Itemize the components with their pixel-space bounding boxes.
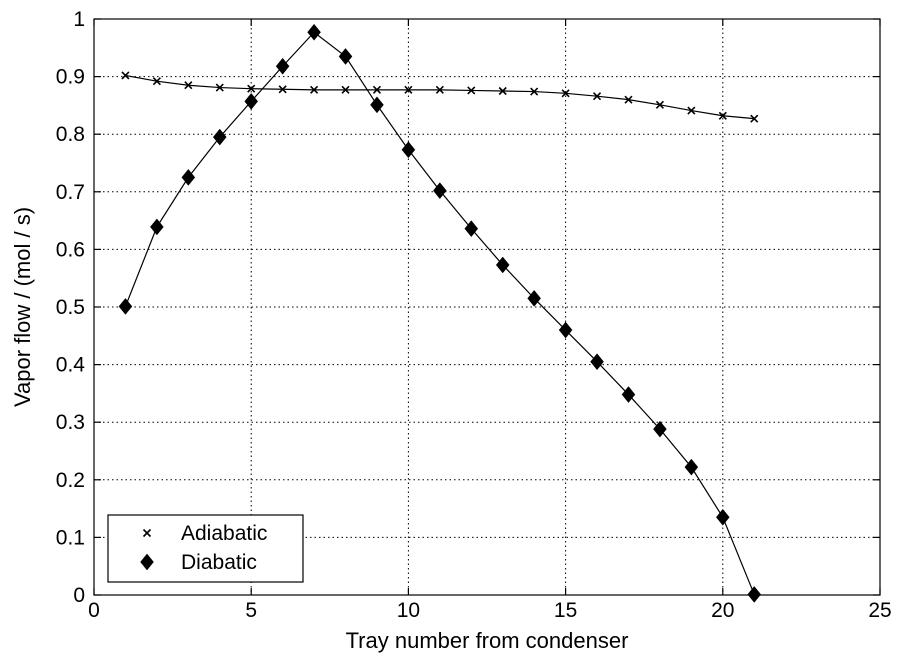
y-tick-label: 0.9 (56, 66, 85, 89)
y-tick-label: 0.1 (56, 526, 85, 549)
x-tick-label: 5 (245, 599, 257, 622)
data-point-diabatic (558, 321, 573, 339)
data-point-adiabatic (278, 85, 287, 94)
x-tick-label: 20 (711, 599, 734, 622)
data-point-diabatic (118, 298, 133, 315)
data-point-diabatic (715, 508, 730, 526)
data-point-diabatic (590, 353, 604, 371)
data-point-diabatic (150, 218, 164, 236)
y-axis-title: Vapor flow / (mol / s) (10, 207, 35, 407)
data-point-adiabatic (121, 71, 130, 80)
data-point-adiabatic (215, 83, 224, 92)
data-point-adiabatic (718, 111, 727, 120)
y-tick-label: 0 (73, 584, 85, 607)
y-tick-label: 0.4 (56, 354, 86, 377)
legend-box (107, 514, 304, 583)
legend-marker-diabatic (140, 553, 154, 571)
data-point-adiabatic (592, 92, 602, 101)
data-point-diabatic (684, 458, 699, 476)
data-point-diabatic (181, 169, 196, 186)
data-point-adiabatic (750, 114, 759, 123)
data-point-diabatic (212, 128, 227, 146)
data-point-diabatic (244, 92, 259, 110)
x-tick-label: 15 (554, 599, 577, 622)
series-diabatic (118, 23, 762, 603)
y-tick-label: 0.2 (56, 469, 85, 492)
y-tick-label: 0.7 (56, 181, 85, 204)
data-point-diabatic (370, 96, 384, 114)
data-point-adiabatic (467, 86, 476, 95)
data-point-diabatic (653, 420, 667, 438)
data-point-adiabatic (498, 86, 507, 96)
data-point-adiabatic (310, 85, 319, 94)
x-tick-label: 25 (868, 599, 891, 622)
data-point-diabatic (621, 386, 636, 403)
legend-marker-adiabatic (142, 528, 152, 538)
data-point-adiabatic (184, 81, 193, 90)
data-point-adiabatic (404, 85, 413, 94)
x-tick-label: 0 (88, 599, 100, 622)
data-point-diabatic (464, 220, 479, 238)
data-point-adiabatic (655, 100, 664, 109)
data-point-diabatic (401, 141, 416, 159)
x-axis-title: Tray number from condenser (346, 628, 629, 653)
data-point-diabatic (275, 57, 290, 75)
data-point-diabatic (527, 289, 541, 307)
data-point-diabatic (433, 182, 447, 200)
data-point-adiabatic (341, 85, 350, 94)
series-adiabatic (121, 71, 759, 123)
data-point-adiabatic (372, 85, 382, 94)
legend-label-adiabatic: Adiabatic (181, 522, 267, 545)
legend-label-diabatic: Diabatic (181, 551, 257, 574)
data-point-adiabatic (247, 84, 256, 93)
data-point-adiabatic (152, 77, 161, 86)
data-point-diabatic (338, 48, 353, 65)
data-point-adiabatic (435, 85, 444, 94)
legend-entry-diabatic: Diabatic (140, 551, 257, 574)
ticks: 0 5 10 15 20 25 0 0.1 0.2 0.3 0.4 0.5 0.6 0.7 0.8 0.9 1 (56, 8, 892, 622)
y-tick-label: 0.3 (56, 411, 85, 434)
data-point-diabatic (495, 256, 510, 274)
legend-entry-adiabatic: Adiabatic (142, 522, 267, 545)
y-tick-label: 0.6 (56, 238, 85, 261)
data-point-adiabatic (530, 87, 539, 96)
data-point-diabatic (307, 23, 321, 41)
data-point-adiabatic (561, 89, 570, 98)
data-point-adiabatic (687, 106, 696, 115)
x-tick-label: 10 (397, 599, 420, 622)
data-point-adiabatic (624, 95, 633, 104)
y-tick-label: 1 (73, 8, 85, 31)
series-layer (118, 23, 762, 603)
legend: Adiabatic Diabatic (107, 514, 304, 583)
y-tick-label: 0.8 (56, 123, 85, 146)
y-tick-label: 0.5 (56, 296, 85, 319)
